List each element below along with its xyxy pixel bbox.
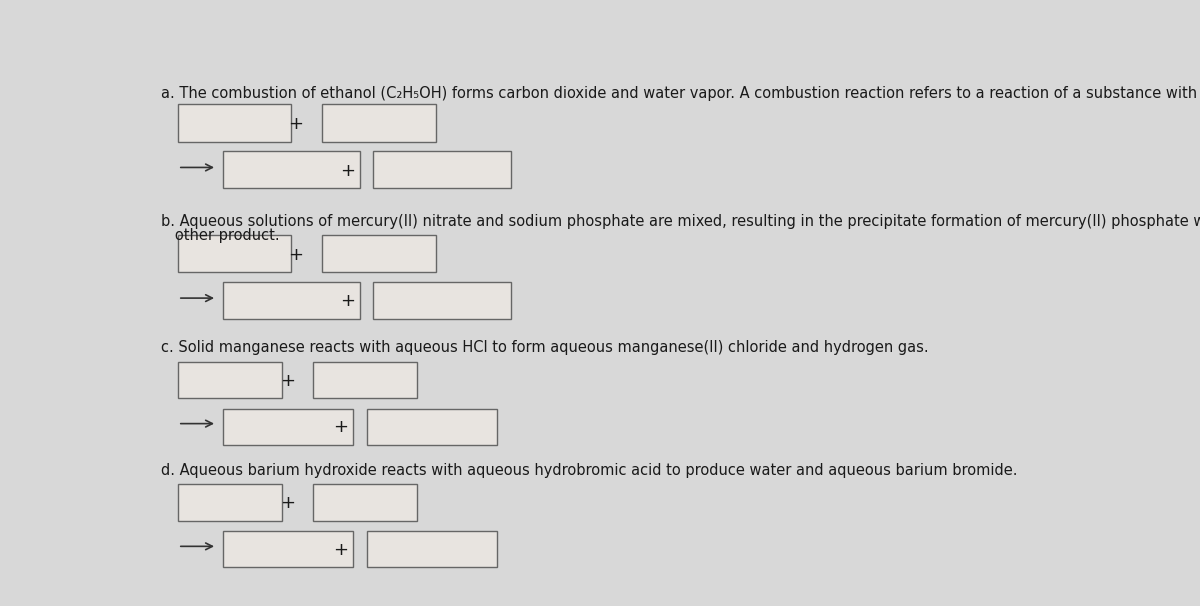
Text: +: + (288, 115, 304, 133)
Bar (367, 408, 497, 445)
Text: +: + (280, 371, 295, 390)
Bar (373, 282, 511, 319)
Bar (222, 408, 353, 445)
Text: b. Aqueous solutions of mercury(II) nitrate and sodium phosphate are mixed, resu: b. Aqueous solutions of mercury(II) nitr… (161, 214, 1200, 228)
Bar (178, 104, 292, 142)
Bar (322, 235, 436, 273)
Bar (178, 235, 292, 273)
Text: c. Solid manganese reacts with aqueous HCl to form aqueous manganese(II) chlorid: c. Solid manganese reacts with aqueous H… (161, 340, 929, 355)
Bar (313, 362, 416, 398)
Bar (373, 151, 511, 188)
Text: +: + (340, 292, 355, 310)
Text: other product.: other product. (161, 228, 280, 243)
Text: d. Aqueous barium hydroxide reacts with aqueous hydrobromic acid to produce wate: d. Aqueous barium hydroxide reacts with … (161, 463, 1018, 478)
Bar (222, 531, 353, 567)
Text: +: + (334, 541, 348, 559)
Text: +: + (280, 494, 295, 512)
Text: +: + (288, 245, 304, 264)
Bar (178, 362, 282, 398)
Text: +: + (340, 162, 355, 180)
Bar (178, 484, 282, 521)
Bar (222, 282, 360, 319)
Bar (313, 484, 416, 521)
Bar (367, 531, 497, 567)
Text: a. The combustion of ethanol (C₂H₅OH) forms carbon dioxide and water vapor. A co: a. The combustion of ethanol (C₂H₅OH) fo… (161, 86, 1200, 101)
Text: +: + (334, 418, 348, 436)
Bar (222, 151, 360, 188)
Bar (322, 104, 436, 142)
